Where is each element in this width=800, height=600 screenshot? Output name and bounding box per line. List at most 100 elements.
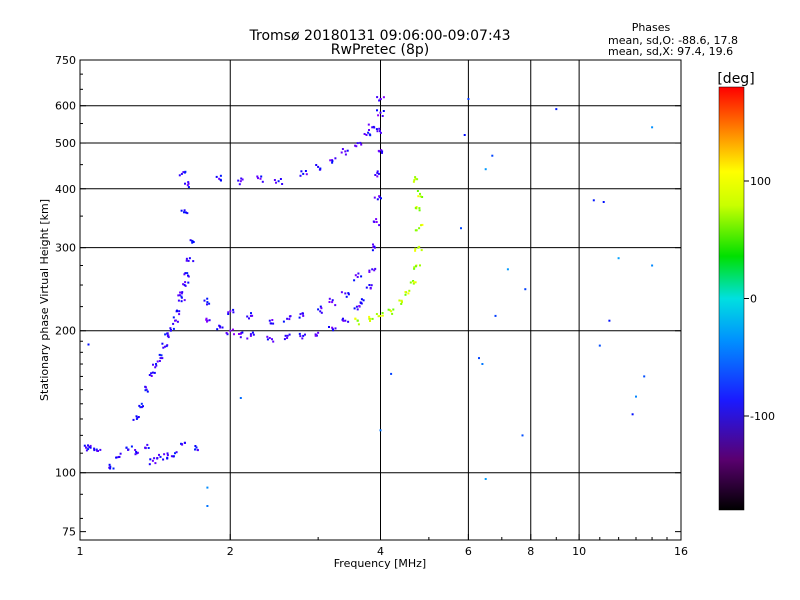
echo-point [151,371,154,374]
echo-point [185,257,188,260]
x-tick-label: 10 [572,545,586,558]
echo-point [140,406,143,409]
echo-point [300,170,303,173]
y-tick-label: 200 [55,325,76,338]
echo-point [363,133,366,135]
echo-point [146,443,149,446]
echo-point [159,357,162,360]
echo-point [159,455,162,458]
echo-point [420,249,423,252]
echo-point [144,389,147,392]
echo-point [373,196,376,199]
echo-point [592,199,595,202]
echo-point [331,326,334,329]
echo-point [418,227,421,230]
echo-point [651,126,654,129]
echo-point [392,308,395,311]
echo-point [161,357,164,360]
echo-point [194,445,197,447]
echo-point [401,301,403,304]
echo-point [374,267,377,270]
echo-point [379,429,382,432]
echo-point [172,327,175,330]
echo-point [178,174,181,177]
echo-point [365,134,368,136]
echo-point [138,404,141,407]
echo-point [172,455,175,458]
echo-point [356,308,359,311]
echo-point [192,241,195,243]
echo-point [355,305,358,308]
echo-point [268,319,271,322]
echo-point [153,457,156,460]
echo-point [233,333,235,336]
y-axis: 75 100 200 300 400 500 600 750 [55,54,681,539]
echo-point [381,115,384,117]
echo-point [272,322,275,325]
echo-point [373,126,376,129]
echo-point [183,209,186,212]
echo-point [205,318,208,321]
y-tick-label: 100 [55,467,76,480]
echo-point [155,364,158,367]
echo-point [368,315,371,318]
echo-point [521,434,524,437]
echo-point [266,335,269,338]
echo-point [413,179,416,182]
echo-point [232,308,235,311]
echo-point [381,312,384,314]
echo-point [151,459,154,462]
echo-point [83,444,86,447]
echo-point [256,175,259,178]
echo-point [369,287,372,290]
echo-point [341,148,344,150]
echo-point [163,453,166,456]
echo-point [261,180,264,183]
echo-point [160,354,163,357]
echo-point [147,447,150,449]
echo-point [174,319,177,322]
x-tick-label: 16 [674,545,688,558]
colorbar-tick-label: -100 [750,410,775,423]
echo-point [221,326,224,329]
echo-point [175,451,178,454]
echo-point [208,302,211,305]
echo-point [506,268,509,271]
x-tick-label: 6 [465,545,472,558]
echo-point [344,292,347,295]
echo-point [109,465,112,468]
echo-point [344,319,347,322]
echo-point [494,314,497,317]
echo-point [376,96,379,99]
y-tick-label: 300 [55,242,76,255]
echo-point [298,316,301,319]
echo-point [178,310,181,313]
echo-point [346,149,349,152]
echo-point [414,265,417,268]
x-axis-label: Frequency [MHz] [334,557,426,570]
echo-point [180,300,183,303]
echo-point [362,299,365,302]
echo-point [270,322,273,325]
echo-point [89,446,92,449]
echo-point [375,221,378,223]
echo-point [484,478,487,480]
echo-point [617,257,620,260]
echo-point [460,227,462,230]
echo-point [150,375,153,377]
echo-point [183,273,186,276]
echo-point [246,337,249,340]
echo-point [317,308,320,311]
echo-point [415,229,418,232]
chart-title: Tromsø 20180131 09:06:00-09:07:43 [249,28,511,44]
echo-point [371,317,374,320]
grid [80,60,681,540]
echo-point [463,134,466,136]
echo-point [134,449,137,451]
echo-point [99,448,102,451]
echo-point [218,177,221,180]
echo-point [304,333,306,336]
echo-point [166,332,169,335]
colorbar-tick-label: 0 [750,293,757,306]
